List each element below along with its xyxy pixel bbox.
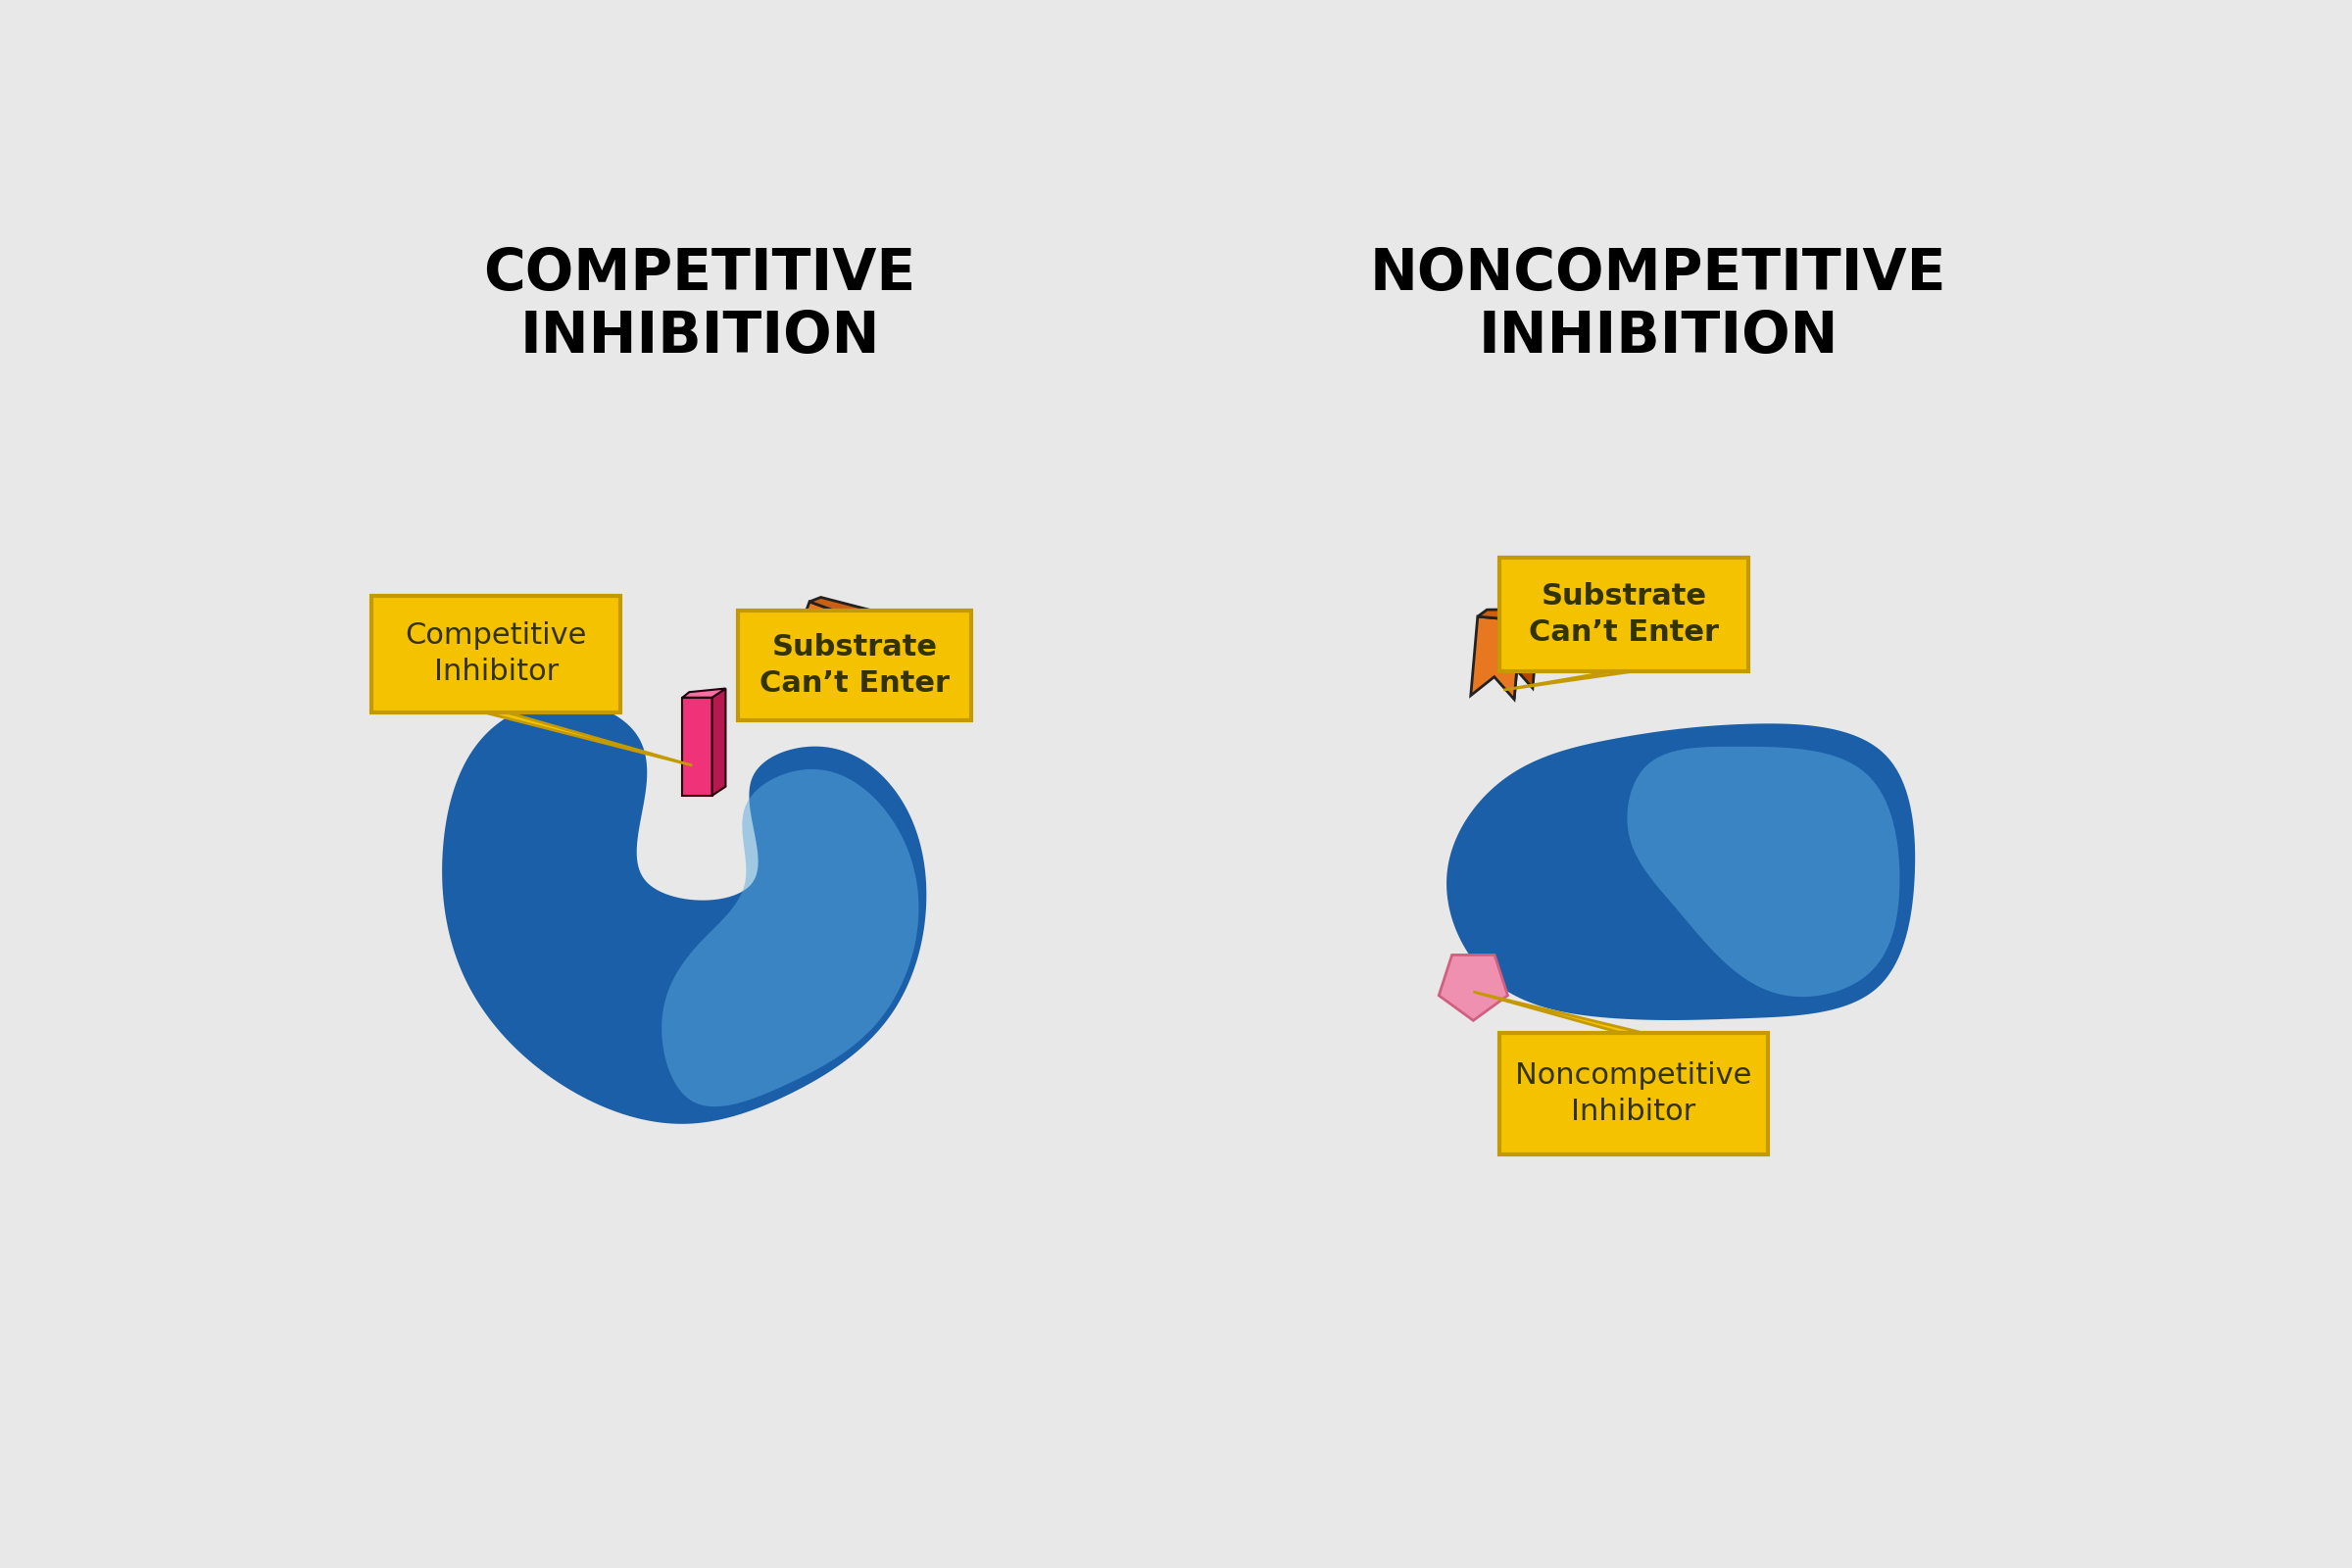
Polygon shape (1477, 610, 1541, 621)
Polygon shape (682, 698, 713, 795)
Text: NONCOMPETITIVE
INHIBITION: NONCOMPETITIVE INHIBITION (1369, 246, 1947, 364)
Text: COMPETITIVE
INHIBITION: COMPETITIVE INHIBITION (485, 246, 915, 364)
Polygon shape (713, 688, 727, 795)
Bar (1501, 558, 1748, 671)
Text: Substrate
Can’t Enter: Substrate Can’t Enter (1529, 582, 1719, 648)
Polygon shape (1470, 616, 1522, 699)
Polygon shape (1503, 671, 1635, 690)
Polygon shape (1439, 955, 1508, 1021)
Bar (372, 596, 621, 712)
Polygon shape (1512, 610, 1541, 699)
Text: Competitive
Inhibitor: Competitive Inhibitor (405, 622, 588, 687)
Polygon shape (661, 770, 920, 1107)
Polygon shape (1472, 993, 1644, 1033)
Polygon shape (682, 688, 727, 698)
Text: Noncompetitive
Inhibitor: Noncompetitive Inhibitor (1515, 1062, 1752, 1126)
Polygon shape (814, 612, 866, 682)
Bar (739, 612, 971, 720)
Polygon shape (485, 712, 691, 765)
Polygon shape (1628, 746, 1900, 997)
Bar (1501, 1033, 1769, 1154)
Polygon shape (781, 602, 851, 695)
Polygon shape (823, 612, 875, 695)
Text: Substrate
Can’t Enter: Substrate Can’t Enter (760, 633, 950, 698)
Polygon shape (1446, 723, 1915, 1021)
Polygon shape (442, 701, 927, 1124)
Polygon shape (809, 597, 875, 618)
